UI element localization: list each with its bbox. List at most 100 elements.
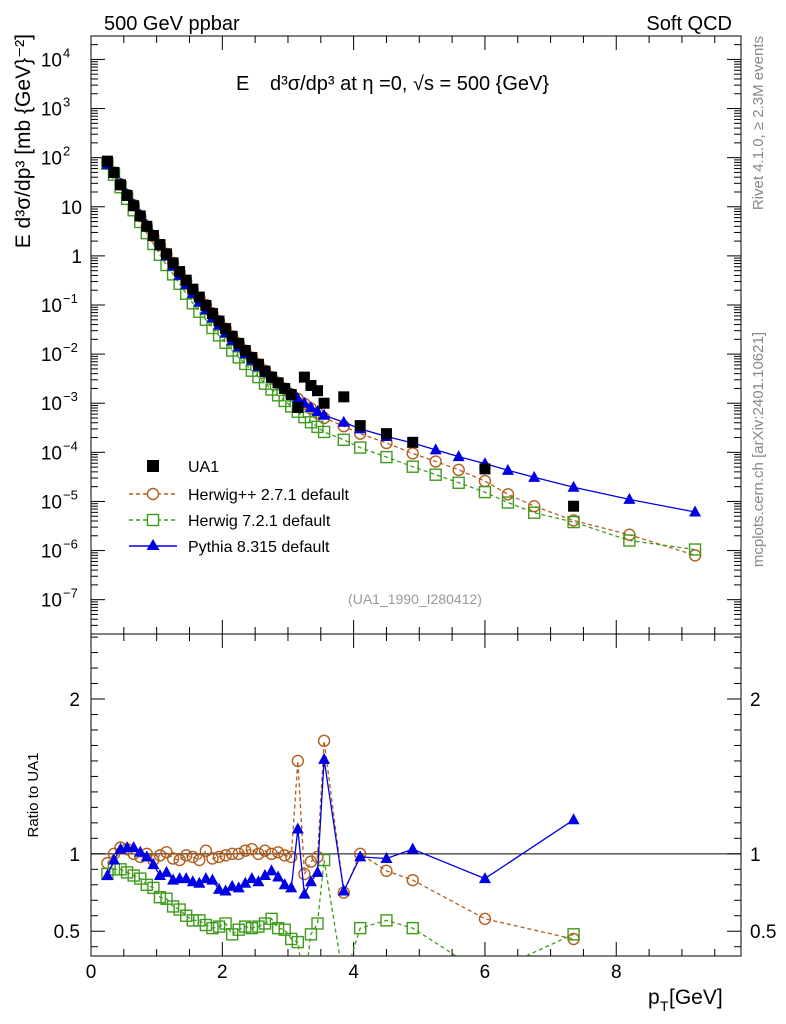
ratio-herwigpp-point	[567, 932, 580, 946]
ratio-pythia-point	[298, 887, 311, 899]
ratio-y-axis-label: Ratio to UA1	[25, 752, 42, 837]
ua1-point	[141, 220, 153, 232]
ratio-y-axis: 0.5 0.5 1 1 2 2	[54, 636, 776, 948]
herwig7-point	[567, 515, 580, 529]
main-y-tick-label: 10	[41, 443, 62, 464]
main-y-axis-label: E d³σ/dp³ [mb {GeV}⁻²]	[12, 34, 35, 248]
legend-ua1-marker	[147, 460, 159, 472]
pythia-point	[567, 480, 580, 492]
pythia-point	[452, 450, 465, 462]
ratio-pythia-point	[278, 878, 291, 890]
ratio-pythia-point	[272, 870, 285, 882]
ratio-herwig7-point	[252, 920, 265, 933]
ratio-x-tick-label: 4	[348, 962, 359, 983]
x-axis-label-subscript: T	[660, 998, 669, 1014]
main-y-tick-exponent: −2	[63, 340, 78, 355]
ratio-pythia-point	[180, 872, 193, 884]
ratio-pythia-point	[380, 851, 393, 863]
ratio-herwigpp-point	[219, 849, 232, 862]
ratio-pythia-point	[311, 865, 324, 877]
ua1-point	[226, 330, 238, 342]
header-right-label: Soft QCD	[646, 13, 732, 35]
ua1-point	[407, 436, 419, 448]
ua1-point	[246, 352, 258, 364]
herwig7-point	[478, 485, 492, 499]
ratio-herwig7-point	[147, 881, 160, 895]
ua1-point	[259, 365, 271, 377]
ratio-x-tick-label: 8	[611, 962, 622, 983]
ratio-herwigpp-point	[245, 842, 259, 856]
ratio-pythia-point	[127, 841, 140, 853]
herwig7-point	[252, 370, 265, 384]
herwigpp-point	[452, 463, 465, 477]
ua1-point	[338, 391, 350, 403]
ua1-point	[101, 155, 113, 167]
ratio-pythia-point	[265, 864, 278, 876]
ratio-herwigpp-point	[298, 867, 311, 881]
ratio-herwig7-point	[153, 890, 167, 904]
ratio-herwig7-point	[206, 921, 219, 935]
legend-herwig7-marker	[146, 513, 160, 527]
ratio-herwigpp-point	[225, 847, 239, 861]
main-y-tick-label: 10	[41, 542, 62, 563]
ratio-x-tick-label: 0	[86, 962, 97, 983]
series-ua1	[101, 155, 580, 512]
ua1-point	[213, 315, 225, 327]
ratio-herwig7-point	[199, 918, 213, 932]
ua1-point	[147, 230, 159, 242]
main-y-tick-exponent: −7	[63, 586, 78, 601]
ratio-pythia-point	[107, 853, 120, 865]
herwig7-point	[317, 425, 331, 439]
ratio-y-tick-label: 0.5	[54, 922, 80, 943]
ratio-herwig7-point	[225, 928, 239, 941]
herwig7-point	[452, 476, 465, 489]
pythia-point	[318, 408, 331, 420]
main-y-tick-exponent: −3	[63, 389, 78, 404]
ratio-pythia-point	[304, 875, 317, 887]
ua1-point	[266, 371, 278, 383]
ratio-herwig7-point	[166, 900, 180, 913]
ratio-herwig7-point	[120, 866, 134, 879]
pythia-point	[311, 404, 324, 416]
ratio-pythia-point	[478, 872, 491, 884]
ratio-herwigpp-point	[206, 852, 219, 865]
pythia-point	[501, 463, 514, 475]
ratio-pythia-point	[252, 875, 265, 887]
ratio-pythia-point	[153, 869, 166, 880]
ua1-point	[285, 389, 297, 401]
ratio-series-herwig7	[101, 853, 580, 956]
ratio-herwigpp-point	[406, 873, 419, 887]
ua1-point	[292, 401, 304, 413]
ua1-point	[187, 283, 199, 295]
ratio-herwig7-point	[239, 920, 252, 933]
ratio-pythia-point	[354, 850, 367, 862]
main-y-tick-exponent: −5	[63, 487, 78, 502]
ua1-point	[305, 379, 317, 391]
ua1-point	[154, 239, 166, 251]
main-y-tick-label: 1	[71, 247, 82, 268]
ratio-pythia-point	[291, 822, 304, 834]
pythia-point	[429, 443, 442, 455]
ratio-x-axis: 0 2 4 6 8	[86, 634, 716, 983]
ua1-point	[233, 337, 245, 349]
ua1-point	[206, 308, 218, 320]
legend-pythia-marker	[146, 539, 160, 550]
ua1-point	[239, 345, 251, 357]
ratio-herwigpp-point	[153, 849, 167, 862]
main-y-tick-label: 10	[41, 50, 62, 71]
ratio-herwig7-point	[258, 917, 272, 930]
ratio-herwigpp-point	[278, 849, 291, 862]
ua1-point	[252, 358, 264, 370]
herwig7-point	[429, 468, 442, 481]
main-y-tick-exponent: 3	[63, 95, 70, 110]
ratio-herwigpp-point	[199, 844, 213, 857]
ratio-pythia-point	[245, 872, 258, 884]
ratio-pythia-point	[285, 881, 298, 893]
legend-herwig7-label: Herwig 7.2.1 default	[188, 513, 331, 530]
ratio-pythia-point	[147, 858, 160, 870]
rivet-version-label: Rivet 4.1.0, ≥ 2.3M events	[750, 36, 767, 210]
main-y-tick-label: 10	[41, 591, 62, 612]
legend-herwigpp-label: Herwig++ 2.7.1 default	[188, 487, 350, 504]
